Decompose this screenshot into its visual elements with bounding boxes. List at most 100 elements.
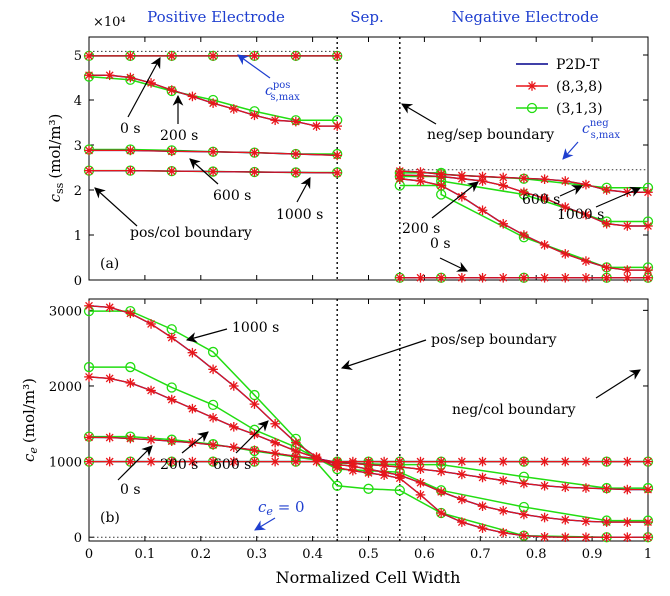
series-838-point <box>166 146 177 157</box>
series-838-point <box>208 146 218 157</box>
arrow-a-t0 <box>127 57 161 118</box>
y-tick-label-a: 2 <box>74 184 82 199</box>
x-tick-label: 0.2 <box>190 547 211 562</box>
series-838-point <box>249 456 260 467</box>
x-tick-label: 0.4 <box>302 547 323 562</box>
y-tick-label-a: 5 <box>74 49 82 64</box>
series-838-point <box>622 221 633 231</box>
series-838-point <box>581 456 591 467</box>
series-838-point <box>395 272 405 283</box>
arrow-b-t1000 <box>185 328 228 343</box>
series-838-point <box>228 442 239 453</box>
series-838-point <box>436 180 446 191</box>
series-838-point <box>146 434 156 445</box>
arrow-b-t200 <box>181 431 209 454</box>
series-838-point <box>560 202 571 212</box>
series-838-point <box>84 432 94 443</box>
arrow-cmax-neg <box>562 141 579 160</box>
anno-pos-sep: pos/sep boundary <box>431 332 557 348</box>
series-838-point <box>643 532 653 543</box>
series-838-point <box>581 209 591 220</box>
panel-b-ticks: 0 0.1 0.2 0.3 0.4 0.5 0.6 0.7 0.8 0.9 1 0 1000 2000 30… <box>49 299 652 562</box>
series-838-point <box>601 262 612 273</box>
series-838-point <box>601 484 612 494</box>
series-838-point <box>601 185 612 195</box>
series-838-point <box>166 456 177 467</box>
series-838-point <box>291 51 301 61</box>
y-tick-label-b: 3000 <box>49 304 82 319</box>
series-838-point <box>643 272 653 283</box>
arrow-a-t600 <box>189 158 219 185</box>
y-tick-label-b: 2000 <box>49 380 82 395</box>
panel-a-exponent: ×10⁴ <box>93 15 126 30</box>
x-tick-label: 0.8 <box>526 547 547 562</box>
series-838-point <box>560 482 571 493</box>
anno-b-t600: 600 s <box>213 457 251 473</box>
x-tick-label: 0.3 <box>246 547 267 562</box>
series-313-point <box>207 346 219 358</box>
series-838-line-b-3 <box>88 305 648 538</box>
series-838-point <box>166 85 177 95</box>
arrow-a-neg-t1000 <box>595 186 641 208</box>
series-838-point <box>146 319 156 329</box>
series-838-point <box>581 516 591 527</box>
x-tick-label: 0.1 <box>135 547 156 562</box>
series-838-point <box>187 403 198 414</box>
series-838-point <box>187 347 198 358</box>
series-838-point <box>519 187 529 198</box>
series-838-point <box>498 475 509 486</box>
arrow-ce-zero <box>254 517 276 531</box>
arrow-neg-sep <box>401 103 437 125</box>
series-838-point <box>395 462 405 472</box>
series-838-point <box>125 378 136 388</box>
series-838-point <box>643 265 653 275</box>
arrow-a-t1000 <box>296 177 311 203</box>
arrow-b-t0 <box>117 445 153 481</box>
series-838-point <box>208 166 218 177</box>
series-838-point <box>519 173 529 184</box>
series-838-point <box>601 532 612 543</box>
y-tick-label-a: 1 <box>74 229 82 244</box>
series-838-point <box>457 517 467 527</box>
series-838-point <box>187 437 198 448</box>
anno-ce-zero: ce = 0 <box>258 498 305 518</box>
series-838-point <box>270 456 280 467</box>
series-838-point <box>519 478 529 489</box>
series-838-point <box>208 412 218 423</box>
series-838-point <box>560 176 571 186</box>
series-838-point <box>348 465 358 476</box>
legend: P2D-T (8,3,8) (3,1,3) <box>510 50 643 122</box>
series-838-point <box>457 173 467 184</box>
series-838-point <box>436 171 446 182</box>
series-838-point <box>395 473 405 484</box>
series-838-point <box>498 172 509 183</box>
series-838-point <box>539 240 550 250</box>
series-838-point <box>436 466 446 477</box>
series-838-point <box>415 272 426 283</box>
anno-a-t1000: 1000 s <box>276 207 323 223</box>
series-838-point <box>166 51 177 61</box>
panel-a-annotations: 0 s 200 s 600 s 1000 s pos/col boundary … <box>94 54 641 272</box>
series-838-point <box>436 487 446 497</box>
series-838-point <box>249 110 260 121</box>
series-838-point <box>601 218 612 229</box>
series-838-point <box>436 456 446 467</box>
series-313-point <box>207 399 219 411</box>
series-838-point <box>270 115 280 126</box>
anno-a-neg-t0: 0 s <box>430 236 451 252</box>
series-838-point <box>539 456 550 467</box>
series-838-point <box>498 272 509 283</box>
series-838-point <box>519 456 529 467</box>
series-838-point <box>208 98 218 108</box>
series-838-point <box>166 332 177 343</box>
arrow-pos-sep <box>340 339 427 371</box>
anno-b-t0: 0 s <box>120 482 141 498</box>
series-838-point <box>643 484 653 495</box>
series-838-point <box>249 445 260 456</box>
series-838-point <box>104 432 115 443</box>
series-838-point <box>125 72 136 83</box>
series-838-point <box>457 456 467 467</box>
arrow-a-neg-t200 <box>431 181 479 219</box>
series-838-point <box>539 480 550 491</box>
panel-b-frame <box>88 298 649 542</box>
